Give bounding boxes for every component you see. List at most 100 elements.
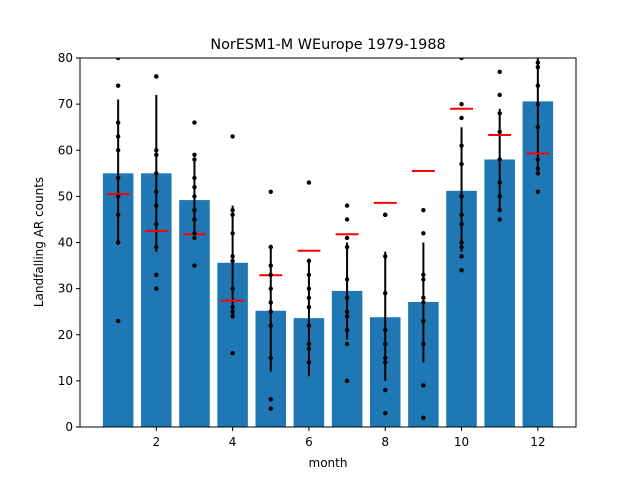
x-tick-label-12: 12 — [530, 435, 545, 449]
yearly-point-month-3-0 — [192, 120, 197, 125]
x-axis-label: month — [309, 456, 348, 470]
plot-area — [102, 58, 554, 427]
yearly-point-month-1-2 — [115, 120, 121, 125]
y-tick-label-20: 20 — [58, 328, 73, 342]
yearly-point-month-2-10 — [154, 286, 159, 291]
yearly-point-month-6-0 — [306, 180, 312, 185]
yearly-point-month-4-7 — [230, 304, 235, 310]
yearly-point-month-10-8 — [459, 240, 464, 245]
yearly-point-month-2-4 — [154, 171, 159, 176]
yearly-point-month-10-4 — [459, 161, 464, 167]
yearly-point-month-6-5 — [306, 304, 312, 310]
yearly-point-month-11-5 — [497, 157, 502, 162]
yearly-point-month-2-1 — [154, 74, 159, 79]
yearly-point-month-2-6 — [154, 203, 159, 208]
yearly-point-month-7-8 — [344, 327, 350, 333]
yearly-point-month-10-1 — [459, 101, 464, 107]
yearly-point-month-1-0 — [115, 58, 121, 61]
yearly-point-month-9-0 — [421, 208, 426, 213]
yearly-point-month-8-7 — [383, 360, 388, 365]
yearly-point-month-10-6 — [459, 212, 464, 218]
yearly-point-month-4-4 — [230, 254, 235, 259]
yearly-point-month-7-4 — [344, 277, 350, 282]
yearly-point-month-9-6 — [421, 318, 426, 324]
yearly-point-month-9-4 — [421, 295, 426, 301]
yearly-point-month-5-4 — [268, 286, 273, 291]
yearly-point-month-6-4 — [306, 295, 312, 301]
yearly-point-month-7-10 — [344, 378, 350, 384]
yearly-point-month-4-8 — [230, 309, 235, 314]
yearly-point-month-5-10 — [268, 406, 273, 411]
yearly-point-month-1-10 — [115, 318, 121, 324]
yearly-point-month-12-2 — [535, 65, 541, 70]
yearly-point-month-3-1 — [192, 152, 197, 158]
y-tick-label-80: 80 — [58, 51, 73, 65]
yearly-point-month-5-6 — [268, 309, 273, 314]
yearly-point-month-2-3 — [154, 152, 159, 158]
yearly-point-month-8-6 — [383, 355, 388, 361]
yearly-point-month-10-11 — [459, 267, 464, 273]
yearly-point-month-2-9 — [154, 272, 159, 277]
yearly-point-month-7-6 — [344, 309, 350, 314]
yearly-point-month-12-1 — [535, 60, 541, 65]
yearly-point-month-12-8 — [535, 171, 541, 176]
yearly-point-month-4-2 — [230, 212, 235, 218]
yearly-point-month-6-7 — [306, 341, 312, 347]
yearly-point-month-7-0 — [344, 203, 350, 208]
yearly-point-month-10-2 — [459, 115, 464, 121]
yearly-point-month-6-3 — [306, 286, 312, 291]
y-tick-label-50: 50 — [58, 189, 73, 203]
yearly-point-month-11-9 — [497, 217, 502, 222]
yearly-point-month-8-2 — [383, 254, 388, 259]
yearly-point-month-1-7 — [115, 212, 121, 218]
yearly-point-month-11-4 — [497, 129, 502, 134]
yearly-point-month-4-10 — [230, 351, 235, 356]
y-axis-label: Landfalling AR counts — [32, 177, 46, 307]
yearly-point-month-5-2 — [268, 263, 273, 268]
yearly-point-month-10-5 — [459, 194, 464, 199]
yearly-point-month-9-8 — [421, 383, 426, 388]
yearly-point-month-6-2 — [306, 272, 312, 277]
yearly-point-month-1-9 — [115, 240, 121, 245]
yearly-point-month-4-5 — [230, 258, 235, 264]
y-tick-label-40: 40 — [58, 236, 73, 250]
x-tick-label-2: 2 — [152, 435, 160, 449]
yearly-point-month-7-2 — [344, 235, 350, 241]
yearly-point-month-8-5 — [383, 341, 388, 347]
yearly-point-month-6-10 — [306, 360, 312, 365]
yearly-point-month-12-5 — [535, 124, 541, 130]
yearly-point-month-10-10 — [459, 254, 464, 259]
yearly-point-month-12-3 — [535, 83, 541, 88]
yearly-point-month-9-9 — [421, 415, 426, 420]
yearly-point-month-11-7 — [497, 194, 502, 199]
yearly-point-month-11-8 — [497, 208, 502, 213]
yearly-point-month-2-2 — [154, 148, 159, 153]
yearly-point-month-5-0 — [268, 189, 273, 194]
yearly-point-month-7-1 — [344, 217, 350, 222]
yearly-point-month-7-5 — [344, 295, 350, 301]
yearly-point-month-8-1 — [383, 212, 388, 218]
yearly-point-month-3-8 — [192, 231, 197, 236]
yearly-point-month-12-4 — [535, 101, 541, 107]
yearly-point-month-8-3 — [383, 291, 388, 296]
yearly-point-month-4-0 — [230, 134, 235, 139]
yearly-point-month-7-7 — [344, 314, 350, 319]
yearly-point-month-10-7 — [459, 221, 464, 227]
yearly-point-month-6-8 — [306, 346, 312, 351]
yearly-point-month-10-3 — [459, 143, 464, 148]
yearly-point-month-8-9 — [383, 410, 388, 416]
axes: 2 4 6 8 10 12 0 10 20 30 40 50 60 70 80 — [58, 51, 577, 449]
x-tick-label-6: 6 — [305, 435, 313, 449]
yearly-point-month-12-9 — [535, 189, 541, 194]
yearly-point-month-3-5 — [192, 194, 197, 199]
yearly-point-month-9-3 — [421, 277, 426, 282]
yearly-point-month-1-3 — [115, 134, 121, 139]
yearly-point-month-3-10 — [192, 263, 197, 268]
yearly-point-month-11-3 — [497, 111, 502, 116]
yearly-point-month-4-1 — [230, 208, 235, 213]
y-tick-label-0: 0 — [65, 420, 73, 434]
yearly-point-month-3-9 — [192, 235, 197, 241]
yearly-point-month-11-6 — [497, 180, 502, 185]
